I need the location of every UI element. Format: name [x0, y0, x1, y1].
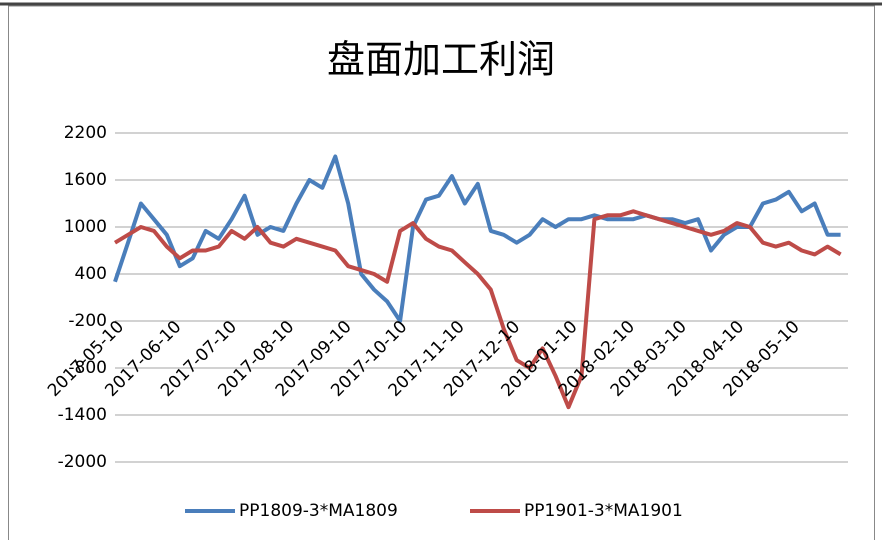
y-tick-label: -200	[68, 311, 107, 331]
y-tick-label: 2200	[64, 123, 107, 143]
legend-label: PP1809-3*MA1809	[239, 501, 398, 521]
data-line	[113, 209, 842, 410]
y-tick-label: 1000	[64, 217, 107, 237]
y-tick-label: 400	[75, 264, 107, 284]
y-tick-label: -800	[68, 358, 107, 378]
y-tick-label: -1400	[58, 405, 107, 425]
y-tick-label: 1600	[64, 170, 107, 190]
chart-frame	[8, 5, 875, 540]
legend-label: PP1901-3*MA1901	[524, 501, 683, 521]
y-tick-label: -2000	[58, 452, 107, 472]
chart-title: 盘面加工利润	[327, 38, 555, 82]
data-line	[113, 154, 841, 323]
